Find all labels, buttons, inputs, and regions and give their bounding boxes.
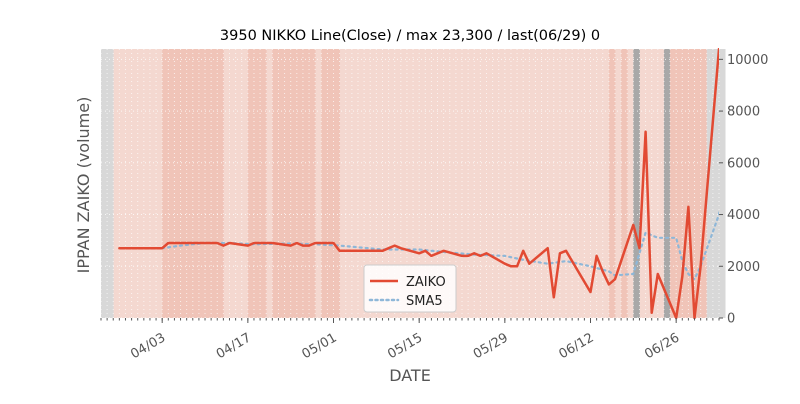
y-tick-label: 8000 xyxy=(727,105,760,120)
series-layer xyxy=(118,48,719,319)
day-band xyxy=(670,49,677,318)
x-tick-label: 04/03 xyxy=(128,330,168,362)
day-band xyxy=(217,49,224,318)
day-band xyxy=(247,49,255,318)
x-tick-label: 05/15 xyxy=(385,330,425,362)
x-tick-label: 06/12 xyxy=(557,330,597,362)
background-bands xyxy=(101,49,726,318)
day-band xyxy=(608,49,616,318)
day-band xyxy=(663,49,671,318)
day-band xyxy=(162,49,169,318)
day-band xyxy=(107,49,114,318)
y-tick-label: 10000 xyxy=(727,53,768,68)
y-axis-ticks: 0 2000 4000 6000 8000 10000 xyxy=(719,53,768,327)
legend-zaiko-label: ZAIKO xyxy=(406,275,446,290)
x-axis-ticks: 04/03 04/17 05/01 05/15 05/29 06/12 06/26 xyxy=(100,318,720,362)
y-tick-label: 2000 xyxy=(727,260,760,275)
x-tick-label: 05/29 xyxy=(471,330,511,362)
x-axis-label: DATE xyxy=(389,366,431,385)
day-band xyxy=(706,49,714,318)
day-band xyxy=(180,49,188,318)
day-band xyxy=(327,49,334,318)
day-band xyxy=(682,49,689,318)
day-band xyxy=(290,49,298,318)
day-band xyxy=(278,49,285,318)
day-band xyxy=(174,49,181,318)
day-band xyxy=(676,49,683,318)
day-band xyxy=(688,49,695,318)
day-band xyxy=(205,49,212,318)
x-tick-label: 04/17 xyxy=(214,330,254,362)
day-band xyxy=(712,49,720,318)
x-tick-label: 06/26 xyxy=(642,330,682,362)
day-band xyxy=(621,49,628,318)
y-axis-label: IPPAN ZAIKO (volume) xyxy=(74,97,93,274)
day-band xyxy=(700,49,708,318)
day-band xyxy=(719,49,726,318)
day-band xyxy=(633,49,640,318)
day-band xyxy=(168,49,175,318)
day-band xyxy=(260,49,267,318)
day-band xyxy=(694,49,702,318)
legend: ZAIKO SMA5 xyxy=(363,264,457,313)
y-tick-label: 6000 xyxy=(727,156,760,171)
day-band xyxy=(211,49,218,318)
y-tick-label: 4000 xyxy=(727,208,760,223)
day-band xyxy=(186,49,194,318)
day-band xyxy=(192,49,200,318)
chart-title: 3950 NIKKO Line(Close) / max 23,300 / la… xyxy=(220,28,600,44)
y-tick-label: 0 xyxy=(727,312,735,327)
day-band xyxy=(198,49,206,318)
day-band xyxy=(333,49,341,318)
day-band xyxy=(284,49,292,318)
day-band xyxy=(253,49,261,318)
day-band xyxy=(101,49,108,318)
day-band xyxy=(302,49,310,318)
day-band xyxy=(309,49,316,318)
day-band xyxy=(321,49,328,318)
series-line-sma5 xyxy=(161,208,719,281)
x-tick-label: 05/01 xyxy=(300,330,340,362)
series-line-zaiko xyxy=(118,48,719,319)
day-band xyxy=(272,49,279,318)
legend-sma5-label: SMA5 xyxy=(406,294,443,309)
day-band xyxy=(296,49,304,318)
